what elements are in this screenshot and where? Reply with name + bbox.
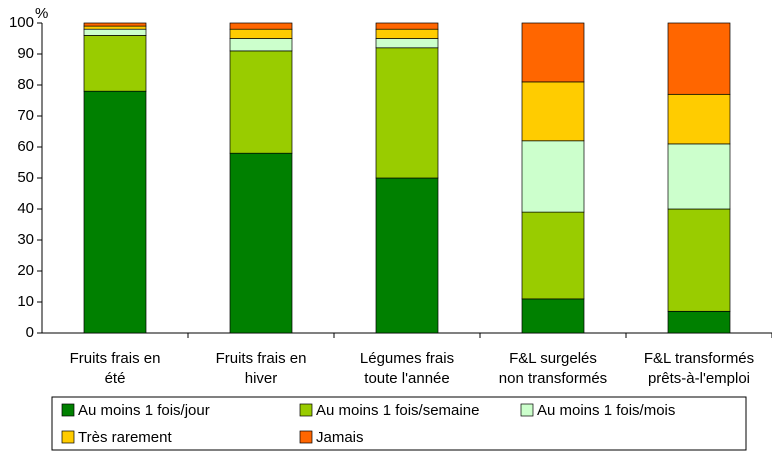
bar-segment: [375, 177, 439, 334]
bar-segment: [83, 22, 147, 27]
y-tick-label: 70: [17, 107, 34, 124]
bar-segment: [521, 140, 585, 213]
legend-label: Très rarement: [78, 429, 172, 446]
bar-segment: [83, 35, 147, 92]
y-tick-label: 30: [17, 231, 34, 248]
legend-label: Jamais: [316, 429, 364, 446]
bar-segment: [521, 81, 585, 142]
x-tick-label: Fruits frais en: [70, 350, 161, 367]
y-tick-label: 80: [17, 76, 34, 93]
x-tick-label: hiver: [245, 370, 278, 387]
x-tick-label: toute l'année: [364, 370, 449, 387]
bar-segment: [83, 90, 147, 334]
y-tick-label: 0: [26, 324, 34, 341]
y-tick-label: 90: [17, 45, 34, 62]
bar-segment: [521, 298, 585, 334]
x-tick-label: Fruits frais en: [216, 350, 307, 367]
bar-segment: [667, 310, 731, 334]
legend-box: [51, 396, 747, 451]
y-tick-label: 60: [17, 138, 34, 155]
bar-segment: [667, 208, 731, 312]
legend-label: Au moins 1 fois/semaine: [316, 402, 479, 419]
y-tick-label: 20: [17, 262, 34, 279]
bar-segment: [229, 152, 293, 334]
bar-segment: [375, 47, 439, 179]
bar-segment: [229, 22, 293, 30]
legend-swatch: [299, 430, 313, 444]
y-tick-label: 50: [17, 169, 34, 186]
bar-segment: [375, 28, 439, 39]
bar-segment: [229, 38, 293, 52]
legend-label: Au moins 1 fois/jour: [78, 402, 210, 419]
x-tick-label: prêts-à-l'emploi: [648, 370, 750, 387]
y-tick-label: 40: [17, 200, 34, 217]
x-tick-label: F&L surgelés: [509, 350, 597, 367]
x-tick-label: Légumes frais: [360, 350, 454, 367]
x-tick-label: été: [105, 370, 126, 387]
y-tick-label: 100: [9, 14, 34, 31]
bar-segment: [229, 28, 293, 39]
bar-segment: [375, 22, 439, 30]
bar-segment: [83, 25, 147, 30]
x-tick-label: non transformés: [499, 370, 607, 387]
bar-segment: [229, 50, 293, 154]
bar-segment: [521, 22, 585, 83]
legend-swatch: [299, 403, 313, 417]
legend-swatch: [61, 430, 75, 444]
bar-segment: [667, 143, 731, 210]
y-axis-label: %: [35, 5, 48, 22]
y-tick-label: 10: [17, 293, 34, 310]
bar-segment: [667, 22, 731, 95]
bar-segment: [521, 211, 585, 300]
bar-segment: [83, 28, 147, 36]
x-tick-label: F&L transformés: [644, 350, 754, 367]
bar-segment: [375, 38, 439, 49]
legend-swatch: [520, 403, 534, 417]
legend-label: Au moins 1 fois/mois: [537, 402, 675, 419]
bar-segment: [667, 93, 731, 145]
legend-swatch: [61, 403, 75, 417]
